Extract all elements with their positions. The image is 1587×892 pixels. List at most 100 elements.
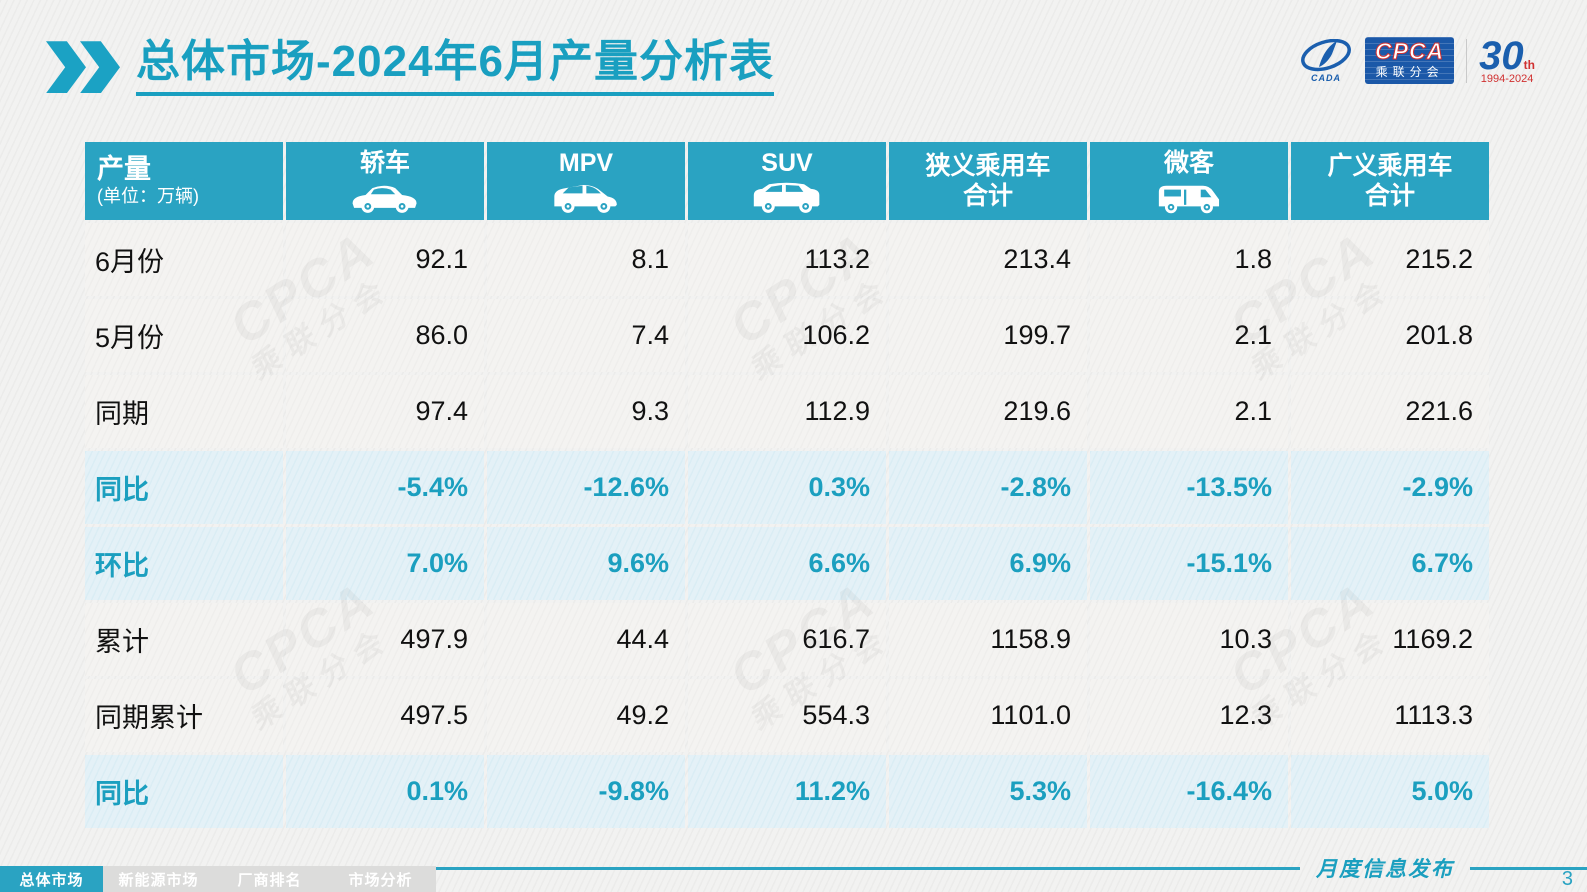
footer-tab[interactable]: 厂商排名 bbox=[214, 866, 325, 892]
production-table: 产量 (单位：万辆) 轿车 MPV SUV 狭义乘用车 合计 微客 广义乘用车 合计 6月份 9… bbox=[85, 142, 1489, 828]
cpca-wordmark: CPCA bbox=[1374, 38, 1445, 65]
header-cell-production: 产量 (单位：万辆) bbox=[85, 142, 283, 220]
title-row: 总体市场-2024年6月产量分析表 bbox=[46, 37, 775, 97]
value-cell: -15.1% bbox=[1090, 527, 1288, 600]
value-cell: 6.9% bbox=[889, 527, 1087, 600]
table-row: 累计 497.9 44.4 616.7 1158.9 10.3 1169.2 bbox=[85, 603, 1489, 676]
sedan-icon bbox=[348, 180, 421, 214]
column-label-line2: 合计 bbox=[1364, 182, 1415, 210]
value-cell: 213.4 bbox=[889, 223, 1087, 296]
value-cell: 1169.2 bbox=[1291, 603, 1489, 676]
column-label: MPV bbox=[558, 149, 614, 177]
value-cell: 497.5 bbox=[286, 679, 484, 752]
value-cell: 616.7 bbox=[688, 603, 886, 676]
header-cell: MPV bbox=[487, 142, 685, 220]
footer-tabbar: 总体市场 新能源市场 厂商排名 市场分析 bbox=[0, 866, 436, 892]
row-label: 累计 bbox=[85, 603, 283, 676]
page-number: 3 bbox=[1561, 868, 1573, 890]
header-cell: 广义乘用车 合计 bbox=[1291, 142, 1489, 220]
cada-logo: CADA bbox=[1299, 38, 1353, 83]
row-label: 5月份 bbox=[85, 299, 283, 372]
anniversary-th: th bbox=[1523, 58, 1535, 72]
value-cell: 6.7% bbox=[1291, 527, 1489, 600]
table-row: 环比 7.0% 9.6% 6.6% 6.9% -15.1% 6.7% bbox=[85, 527, 1489, 600]
column-label-line2: 合计 bbox=[962, 182, 1013, 210]
cada-label: CADA bbox=[1311, 72, 1341, 83]
value-cell: 97.4 bbox=[286, 375, 484, 448]
value-cell: 9.3 bbox=[487, 375, 685, 448]
table-row: 6月份 92.1 8.1 113.2 213.4 1.8 215.2 bbox=[85, 223, 1489, 296]
footer-line-right bbox=[1470, 866, 1587, 870]
column-label: 轿车 bbox=[359, 149, 410, 177]
value-cell: 86.0 bbox=[286, 299, 484, 372]
column-label: SUV bbox=[761, 149, 813, 177]
suv-icon bbox=[750, 180, 823, 214]
value-cell: 1158.9 bbox=[889, 603, 1087, 676]
value-cell: 5.0% bbox=[1291, 755, 1489, 828]
footer-tab[interactable]: 市场分析 bbox=[325, 866, 436, 892]
value-cell: 199.7 bbox=[889, 299, 1087, 372]
value-cell: -9.8% bbox=[487, 755, 685, 828]
column-label: 狭义乘用车 bbox=[925, 152, 1051, 180]
header-cell: 狭义乘用车 合计 bbox=[889, 142, 1087, 220]
value-cell: 11.2% bbox=[688, 755, 886, 828]
table-body: 6月份 92.1 8.1 113.2 213.4 1.8 215.2 5月份 86.0 7.4 10… bbox=[85, 223, 1489, 828]
anniversary-number: 30 bbox=[1479, 34, 1524, 78]
value-cell: 106.2 bbox=[688, 299, 886, 372]
value-cell: 0.3% bbox=[688, 451, 886, 524]
header-title: 产量 bbox=[97, 153, 151, 184]
value-cell: 92.1 bbox=[286, 223, 484, 296]
cpca-badge: CPCA 乘联分会 bbox=[1365, 37, 1455, 84]
value-cell: 215.2 bbox=[1291, 223, 1489, 296]
value-cell: 113.2 bbox=[688, 223, 886, 296]
cada-swirl-icon bbox=[1301, 38, 1351, 71]
table-header-row: 产量 (单位：万辆) 轿车 MPV SUV 狭义乘用车 合计 微客 广义乘用车 合计 bbox=[85, 142, 1489, 220]
cpca-logo: CADA CPCA 乘联分会 30th 1994-2024 bbox=[1299, 36, 1535, 85]
value-cell: -2.9% bbox=[1291, 451, 1489, 524]
value-cell: 49.2 bbox=[487, 679, 685, 752]
header-cell: 微客 bbox=[1090, 142, 1288, 220]
footer-tab[interactable]: 新能源市场 bbox=[103, 866, 214, 892]
value-cell: -16.4% bbox=[1090, 755, 1288, 828]
value-cell: 12.3 bbox=[1090, 679, 1288, 752]
value-cell: -2.8% bbox=[889, 451, 1087, 524]
header-unit: (单位：万辆) bbox=[97, 185, 199, 206]
microvan-icon bbox=[1152, 180, 1225, 214]
column-label: 广义乘用车 bbox=[1327, 152, 1453, 180]
page-title: 总体市场-2024年6月产量分析表 bbox=[136, 37, 775, 97]
footer-tab[interactable]: 总体市场 bbox=[0, 866, 103, 892]
value-cell: -13.5% bbox=[1090, 451, 1288, 524]
value-cell: 221.6 bbox=[1291, 375, 1489, 448]
value-cell: 7.0% bbox=[286, 527, 484, 600]
footer-rule: 月度信息发布 bbox=[0, 853, 1587, 883]
anniversary-years: 1994-2024 bbox=[1480, 73, 1534, 85]
logo-divider bbox=[1466, 38, 1468, 83]
header-cell: SUV bbox=[688, 142, 886, 220]
row-label: 同期 bbox=[85, 375, 283, 448]
table-row: 同比 0.1% -9.8% 11.2% 5.3% -16.4% 5.0% bbox=[85, 755, 1489, 828]
cpca-chinese-label: 乘联分会 bbox=[1375, 65, 1444, 80]
value-cell: 554.3 bbox=[688, 679, 886, 752]
column-label: 微客 bbox=[1163, 149, 1214, 177]
release-label: 月度信息发布 bbox=[1316, 857, 1454, 881]
mpv-icon bbox=[549, 180, 622, 214]
anniversary-logo: 30th 1994-2024 bbox=[1479, 36, 1535, 85]
footer-line-left bbox=[0, 866, 1300, 870]
header-cell: 轿车 bbox=[286, 142, 484, 220]
value-cell: 201.8 bbox=[1291, 299, 1489, 372]
row-label: 同比 bbox=[85, 451, 283, 524]
table-row: 同比 -5.4% -12.6% 0.3% -2.8% -13.5% -2.9% bbox=[85, 451, 1489, 524]
value-cell: 6.6% bbox=[688, 527, 886, 600]
value-cell: 1.8 bbox=[1090, 223, 1288, 296]
row-label: 6月份 bbox=[85, 223, 283, 296]
table-row: 5月份 86.0 7.4 106.2 199.7 2.1 201.8 bbox=[85, 299, 1489, 372]
value-cell: 44.4 bbox=[487, 603, 685, 676]
value-cell: 1113.3 bbox=[1291, 679, 1489, 752]
table-row: 同期累计 497.5 49.2 554.3 1101.0 12.3 1113.3 bbox=[85, 679, 1489, 752]
value-cell: 10.3 bbox=[1090, 603, 1288, 676]
value-cell: 1101.0 bbox=[889, 679, 1087, 752]
value-cell: 2.1 bbox=[1090, 375, 1288, 448]
table-row: 同期 97.4 9.3 112.9 219.6 2.1 221.6 bbox=[85, 375, 1489, 448]
value-cell: 219.6 bbox=[889, 375, 1087, 448]
